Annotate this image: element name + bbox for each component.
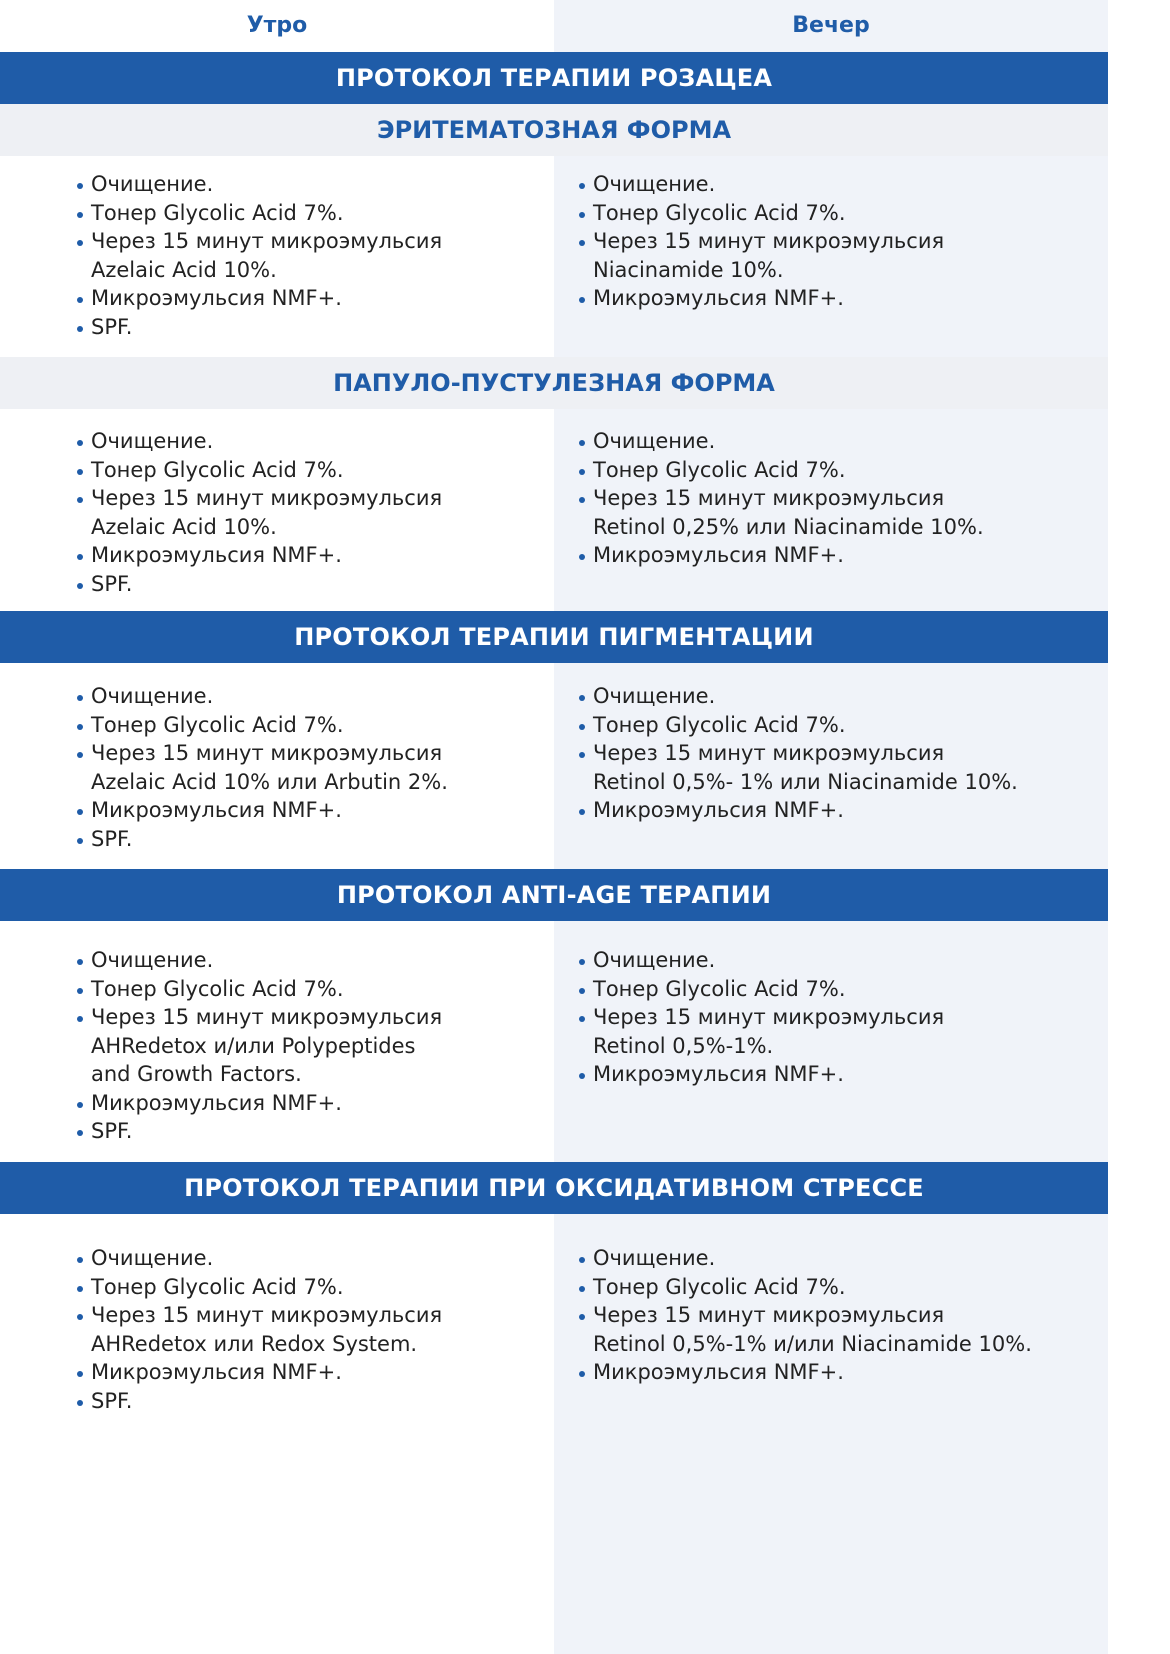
step-item: Микроэмульсия NMF+. (77, 1358, 554, 1387)
step-item: Тонер Glycolic Acid 7%. (579, 199, 1108, 228)
morning-steps: Очищение. Тонер Glycolic Acid 7%. Через 15… (0, 409, 554, 611)
morning-step-list: Очищение. Тонер Glycolic Acid 7%. Через 15… (0, 1244, 554, 1415)
step-item: SPF. (77, 1117, 554, 1146)
form-subheader: ПАПУЛО-ПУСТУЛЕЗНАЯ ФОРМА (0, 357, 1108, 409)
step-item: Микроэмульсия NMF+. (579, 1060, 1108, 1089)
step-item: Через 15 минут микроэмульсия Retinol 0,5… (579, 739, 1108, 796)
step-item: Через 15 минут микроэмульсия Retinol 0,5… (579, 1301, 1108, 1358)
step-item: Очищение. (77, 682, 554, 711)
step-item: Через 15 минут микроэмульсия AHRedetox и… (77, 1301, 554, 1358)
evening-step-list: Очищение. Тонер Glycolic Acid 7%. Через 15… (554, 170, 1108, 313)
evening-header: Вечер (792, 13, 870, 38)
step-item: Очищение. (579, 682, 1108, 711)
evening-steps: Очищение. Тонер Glycolic Acid 7%. Через 15… (554, 156, 1108, 357)
step-item: Тонер Glycolic Acid 7%. (77, 1273, 554, 1302)
evening-step-list: Очищение. Тонер Glycolic Acid 7%. Через 15… (554, 1244, 1108, 1387)
step-item: SPF. (77, 825, 554, 854)
step-item: Очищение. (579, 427, 1108, 456)
step-item: Тонер Glycolic Acid 7%. (77, 199, 554, 228)
step-item: Очищение. (77, 427, 554, 456)
step-item: Микроэмульсия NMF+. (579, 1358, 1108, 1387)
step-item: Очищение. (77, 170, 554, 199)
step-item: Очищение. (77, 1244, 554, 1273)
protocol-band: ПРОТОКОЛ ANTI-AGE ТЕРАПИИ (0, 869, 1108, 921)
step-item: Тонер Glycolic Acid 7%. (77, 456, 554, 485)
evening-steps: Очищение. Тонер Glycolic Acid 7%. Через 15… (554, 921, 1108, 1162)
column-header-row: Утро Вечер (0, 0, 1108, 52)
protocol-table: Утро Вечер ПРОТОКОЛ ТЕРАПИИ РОЗАЦЕА ЭРИТЕ… (0, 0, 1108, 1654)
morning-step-list: Очищение. Тонер Glycolic Acid 7%. Через 15… (0, 682, 554, 853)
step-item: Микроэмульсия NMF+. (579, 284, 1108, 313)
protocol-band: ПРОТОКОЛ ТЕРАПИИ РОЗАЦЕА (0, 52, 1108, 104)
morning-steps: Очищение. Тонер Glycolic Acid 7%. Через 15… (0, 921, 554, 1162)
step-item: Через 15 минут микроэмульсия Azelaic Aci… (77, 739, 554, 796)
step-item: Тонер Glycolic Acid 7%. (77, 711, 554, 740)
step-item: Очищение. (579, 170, 1108, 199)
evening-step-list: Очищение. Тонер Glycolic Acid 7%. Через 15… (554, 427, 1108, 570)
step-item: Микроэмульсия NMF+. (77, 1089, 554, 1118)
step-item: Микроэмульсия NMF+. (77, 284, 554, 313)
step-item: Микроэмульсия NMF+. (579, 796, 1108, 825)
step-item: Через 15 минут микроэмульсия Retinol 0,2… (579, 484, 1108, 541)
step-item: SPF. (77, 1387, 554, 1416)
morning-steps: Очищение. Тонер Glycolic Acid 7%. Через 15… (0, 663, 554, 869)
protocol-band: ПРОТОКОЛ ТЕРАПИИ ПИГМЕНТАЦИИ (0, 611, 1108, 663)
evening-steps: Очищение. Тонер Glycolic Acid 7%. Через 15… (554, 409, 1108, 611)
protocol-steps-row: Очищение. Тонер Glycolic Acid 7%. Через 15… (0, 1214, 1108, 1654)
step-item: Тонер Glycolic Acid 7%. (77, 975, 554, 1004)
evening-steps: Очищение. Тонер Glycolic Acid 7%. Через 15… (554, 663, 1108, 869)
step-item: Очищение. (579, 1244, 1108, 1273)
morning-header: Утро (246, 13, 308, 38)
evening-step-list: Очищение. Тонер Glycolic Acid 7%. Через 15… (554, 682, 1108, 825)
step-item: SPF. (77, 313, 554, 342)
protocol-steps-row: Очищение. Тонер Glycolic Acid 7%. Через 15… (0, 663, 1108, 869)
step-item: Тонер Glycolic Acid 7%. (579, 1273, 1108, 1302)
step-item: Через 15 минут микроэмульсия AHRedetox и… (77, 1003, 554, 1089)
step-item: Через 15 минут микроэмульсия Retinol 0,5… (579, 1003, 1108, 1060)
step-item: Через 15 минут микроэмульсия Niacinamide… (579, 227, 1108, 284)
evening-steps: Очищение. Тонер Glycolic Acid 7%. Через 15… (554, 1214, 1108, 1654)
step-item: Очищение. (579, 946, 1108, 975)
step-item: Микроэмульсия NMF+. (77, 796, 554, 825)
protocol-band: ПРОТОКОЛ ТЕРАПИИ ПРИ ОКСИДАТИВНОМ СТРЕСС… (0, 1162, 1108, 1214)
evening-step-list: Очищение. Тонер Glycolic Acid 7%. Через 15… (554, 946, 1108, 1089)
morning-step-list: Очищение. Тонер Glycolic Acid 7%. Через 15… (0, 427, 554, 598)
morning-step-list: Очищение. Тонер Glycolic Acid 7%. Через 15… (0, 170, 554, 341)
step-item: Тонер Glycolic Acid 7%. (579, 711, 1108, 740)
step-item: Микроэмульсия NMF+. (77, 541, 554, 570)
protocol-steps-row: Очищение. Тонер Glycolic Acid 7%. Через 15… (0, 156, 1108, 357)
step-item: Через 15 минут микроэмульсия Azelaic Aci… (77, 484, 554, 541)
step-item: Очищение. (77, 946, 554, 975)
protocol-steps-row: Очищение. Тонер Glycolic Acid 7%. Через 15… (0, 409, 1108, 611)
form-subheader: ЭРИТЕМАТОЗНАЯ ФОРМА (0, 104, 1108, 156)
protocol-steps-row: Очищение. Тонер Glycolic Acid 7%. Через 15… (0, 921, 1108, 1162)
step-item: Микроэмульсия NMF+. (579, 541, 1108, 570)
step-item: Тонер Glycolic Acid 7%. (579, 456, 1108, 485)
step-item: Через 15 минут микроэмульсия Azelaic Aci… (77, 227, 554, 284)
morning-steps: Очищение. Тонер Glycolic Acid 7%. Через 15… (0, 156, 554, 357)
morning-steps: Очищение. Тонер Glycolic Acid 7%. Через 15… (0, 1214, 554, 1654)
step-item: Тонер Glycolic Acid 7%. (579, 975, 1108, 1004)
step-item: SPF. (77, 570, 554, 599)
morning-step-list: Очищение. Тонер Glycolic Acid 7%. Через 15… (0, 946, 554, 1146)
